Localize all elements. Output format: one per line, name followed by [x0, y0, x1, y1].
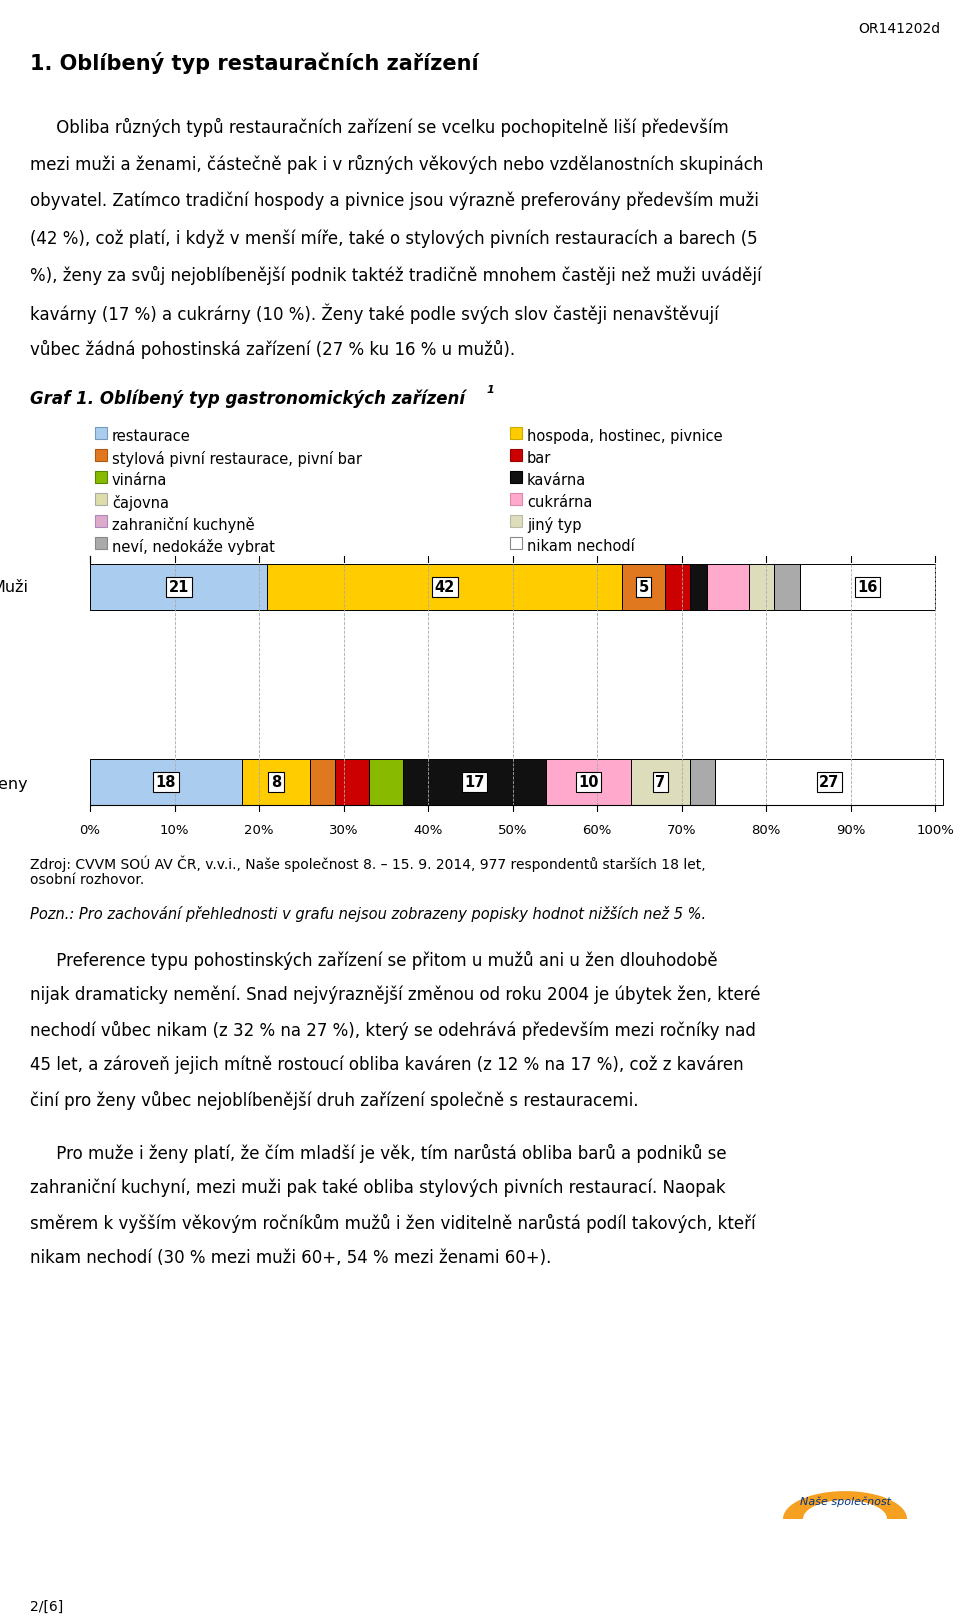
Text: 21: 21: [169, 579, 189, 596]
Text: 5: 5: [638, 579, 649, 596]
Bar: [369, 760, 402, 805]
Text: Pro muže i ženy platí, že čím mladší je věk, tím narůstá obliba barů a podniků s: Pro muže i ženy platí, že čím mladší je …: [30, 1143, 727, 1162]
Text: 42: 42: [435, 579, 455, 596]
Text: Muži: Muži: [0, 579, 28, 596]
Text: obyvatel. Zatímco tradiční hospody a pivnice jsou výrazně preferovány především : obyvatel. Zatímco tradiční hospody a piv…: [30, 192, 758, 211]
Bar: [690, 760, 715, 805]
Bar: [95, 428, 107, 440]
Text: Zdroj: CVVM SOÚ AV ČR, v.v.i., Naše společnost 8. – 15. 9. 2014, 977 respondentů: Zdroj: CVVM SOÚ AV ČR, v.v.i., Naše spol…: [30, 855, 706, 872]
Text: mezi muži a ženami, částečně pak i v různých věkových nebo vzdělanostních skupin: mezi muži a ženami, částečně pak i v růz…: [30, 154, 763, 174]
Text: 10: 10: [578, 776, 599, 790]
Bar: [95, 450, 107, 461]
Text: 80%: 80%: [752, 823, 780, 836]
Text: restaurace: restaurace: [112, 428, 191, 443]
Text: nijak dramaticky nemění. Snad nejvýraznější změnou od roku 2004 je úbytek žen, k: nijak dramaticky nemění. Snad nejvýrazně…: [30, 985, 760, 1005]
Text: 17: 17: [465, 776, 485, 790]
Text: zahraniční kuchyně: zahraniční kuchyně: [112, 516, 254, 532]
Text: 60%: 60%: [583, 823, 612, 836]
Bar: [800, 565, 935, 610]
Bar: [664, 565, 690, 610]
Text: 20%: 20%: [244, 823, 274, 836]
Bar: [510, 537, 522, 550]
Text: hospoda, hostinec, pivnice: hospoda, hostinec, pivnice: [527, 428, 723, 443]
Text: 10%: 10%: [159, 823, 189, 836]
Bar: [402, 760, 546, 805]
Text: 1. Oblíbený typ restauračních zařízení: 1. Oblíbený typ restauračních zařízení: [30, 52, 479, 75]
Bar: [510, 428, 522, 440]
Text: 16: 16: [857, 579, 877, 596]
Bar: [690, 565, 707, 610]
Text: (42 %), což platí, i když v menší míře, také o stylových pivních restauracích a : (42 %), což platí, i když v menší míře, …: [30, 229, 757, 247]
Bar: [310, 760, 335, 805]
Bar: [631, 760, 690, 805]
Text: stylová pivní restaurace, pivní bar: stylová pivní restaurace, pivní bar: [112, 451, 362, 467]
Text: jiný typ: jiný typ: [527, 516, 582, 532]
Text: Obliba různých typů restauračních zařízení se vcelku pochopitelně liší především: Obliba různých typů restauračních zaříze…: [30, 118, 729, 136]
Bar: [95, 493, 107, 506]
Bar: [546, 760, 631, 805]
Text: Ženy: Ženy: [0, 774, 28, 792]
Text: 0%: 0%: [80, 823, 101, 836]
Text: vůbec žádná pohostinská zařízení (27 % ku 16 % u mužů).: vůbec žádná pohostinská zařízení (27 % k…: [30, 339, 516, 359]
Text: vinárna: vinárna: [112, 472, 167, 487]
Text: 18: 18: [156, 776, 177, 790]
Bar: [510, 450, 522, 461]
Bar: [95, 472, 107, 484]
Bar: [510, 493, 522, 506]
Text: zahraniční kuchyní, mezi muži pak také obliba stylových pivních restaurací. Naop: zahraniční kuchyní, mezi muži pak také o…: [30, 1178, 726, 1196]
Text: neví, nedokáže vybrat: neví, nedokáže vybrat: [112, 539, 275, 555]
Bar: [775, 565, 800, 610]
Bar: [707, 565, 749, 610]
Text: činí pro ženy vůbec nejoblíbenější druh zařízení společně s restauracemi.: činí pro ženy vůbec nejoblíbenější druh …: [30, 1091, 638, 1110]
Text: 1: 1: [487, 385, 494, 394]
Bar: [335, 760, 369, 805]
Text: 30%: 30%: [328, 823, 358, 836]
Text: 45 let, a zároveň jejich mítně rostoucí obliba kaváren (z 12 % na 17 %), což z k: 45 let, a zároveň jejich mítně rostoucí …: [30, 1055, 744, 1074]
Text: nechodí vůbec nikam (z 32 % na 27 %), který se odehrává především mezi ročníky n: nechodí vůbec nikam (z 32 % na 27 %), kt…: [30, 1021, 756, 1039]
Text: %), ženy za svůj nejoblíbenější podnik taktéž tradičně mnohem častěji než muži u: %), ženy za svůj nejoblíbenější podnik t…: [30, 266, 761, 286]
Bar: [90, 565, 268, 610]
Text: čajovna: čajovna: [112, 495, 169, 511]
Text: 7: 7: [656, 776, 665, 790]
Text: osobní rozhovor.: osobní rozhovor.: [30, 873, 144, 886]
Bar: [90, 760, 242, 805]
Bar: [749, 565, 775, 610]
Text: Naše společnost: Naše společnost: [800, 1496, 891, 1506]
Bar: [510, 516, 522, 527]
Text: 2/[6]: 2/[6]: [30, 1599, 63, 1613]
Polygon shape: [783, 1492, 907, 1519]
Text: směrem k vyšším věkovým ročníkům mužů i žen viditelně narůstá podíl takových, kt: směrem k vyšším věkovým ročníkům mužů i …: [30, 1214, 756, 1232]
Text: cukrárna: cukrárna: [527, 495, 592, 510]
Text: 70%: 70%: [667, 823, 696, 836]
Bar: [95, 516, 107, 527]
Text: OR141202d: OR141202d: [858, 23, 940, 36]
Text: Preference typu pohostinských zařízení se přitom u mužů ani u žen dlouhodobě: Preference typu pohostinských zařízení s…: [30, 951, 718, 969]
Text: nikam nechodí: nikam nechodí: [527, 539, 635, 553]
Bar: [510, 472, 522, 484]
Text: Graf 1. Oblíbený typ gastronomických zařízení: Graf 1. Oblíbený typ gastronomických zař…: [30, 390, 466, 409]
Text: kavárna: kavárna: [527, 472, 587, 487]
Text: bar: bar: [527, 451, 551, 466]
Text: 40%: 40%: [414, 823, 443, 836]
Text: 100%: 100%: [916, 823, 954, 836]
Bar: [95, 537, 107, 550]
Bar: [242, 760, 310, 805]
Bar: [268, 565, 622, 610]
Text: kavárny (17 %) a cukrárny (10 %). Ženy také podle svých slov častěji nenavštěvuj: kavárny (17 %) a cukrárny (10 %). Ženy t…: [30, 304, 719, 323]
Text: Pozn.: Pro zachování přehlednosti v grafu nejsou zobrazeny popisky hodnot nižšíc: Pozn.: Pro zachování přehlednosti v graf…: [30, 906, 707, 922]
Text: 50%: 50%: [497, 823, 527, 836]
Text: 27: 27: [819, 776, 839, 790]
Text: 8: 8: [271, 776, 281, 790]
Text: 90%: 90%: [836, 823, 865, 836]
Text: nikam nechodí (30 % mezi muži 60+, 54 % mezi ženami 60+).: nikam nechodí (30 % mezi muži 60+, 54 % …: [30, 1248, 551, 1266]
Bar: [622, 565, 664, 610]
Bar: [715, 760, 944, 805]
